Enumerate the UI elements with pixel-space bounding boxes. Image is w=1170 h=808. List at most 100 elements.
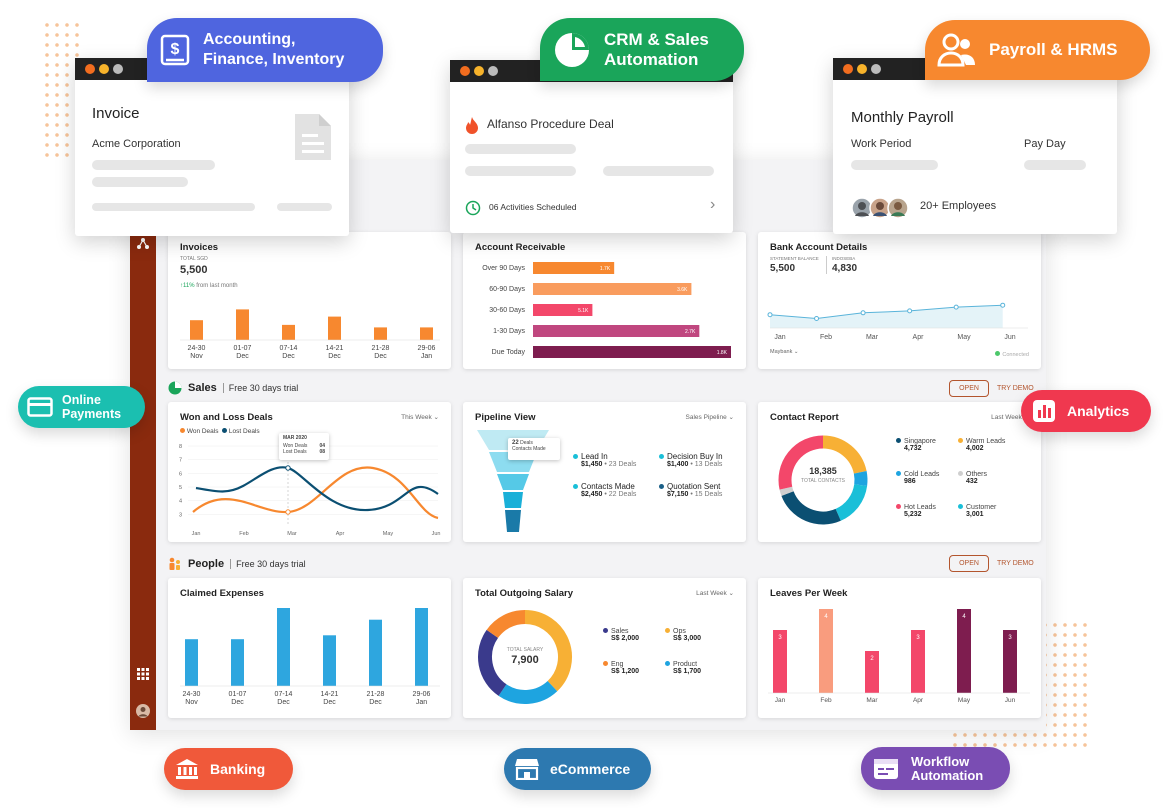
user-avatar[interactable]	[130, 704, 156, 721]
pipeline-item[interactable]: Lead In $1,450 • 23 Deals	[573, 452, 636, 468]
x-tick-label: Nov	[190, 353, 203, 360]
legend-dot-icon	[896, 438, 901, 443]
x-tick-label: Mar	[287, 531, 297, 537]
legend-label: Singapore	[904, 438, 936, 445]
banking-module-badge[interactable]: Banking	[164, 748, 293, 790]
won-deals-line	[192, 466, 439, 520]
bank-dropdown[interactable]: Maybank ⌄	[770, 349, 798, 355]
data-point	[860, 310, 866, 316]
donut-segment	[486, 610, 526, 639]
filter-label: This Week	[401, 414, 432, 421]
legend-label: Product	[673, 661, 698, 668]
payroll-module-badge[interactable]: Payroll & HRMS	[925, 20, 1150, 80]
data-point	[907, 308, 913, 314]
app-sidebar	[130, 232, 156, 730]
window-dot-icon	[857, 64, 867, 74]
row-label: 30-60 Days	[489, 307, 525, 314]
placeholder-line	[465, 166, 576, 176]
document-icon	[295, 114, 331, 160]
invoice-window[interactable]: Invoice Acme Corporation	[75, 58, 349, 236]
window-dot-icon	[113, 64, 123, 74]
tooltip-date: MAR 2020	[283, 435, 307, 441]
payroll-window[interactable]: Monthly Payroll Work Period Pay Day 20+ …	[833, 58, 1117, 234]
accounting-module-badge[interactable]: $ Accounting, Finance, Inventory	[147, 18, 383, 82]
funnel-tooltip-unit: Deals	[520, 440, 533, 446]
stage-amount: $2,450	[581, 491, 603, 498]
pipeline-item[interactable]: Quotation Sent $7,150 • 15 Deals	[659, 482, 722, 498]
bar	[231, 639, 244, 686]
legend-lost-dot-icon	[222, 428, 228, 433]
sales-open-button[interactable]: OPEN	[949, 380, 989, 397]
module-label: Payroll & HRMS	[989, 40, 1118, 59]
people-icon	[925, 20, 989, 80]
legend-dot-icon	[665, 661, 670, 666]
placeholder-line	[1024, 160, 1086, 170]
filter-dropdown[interactable]: Sales Pipeline ⌄	[686, 413, 734, 421]
legend-value: S$ 1,700	[673, 668, 702, 675]
apps-grid-icon[interactable]	[130, 668, 156, 683]
status-dot-icon	[573, 454, 578, 459]
filter-dropdown[interactable]: This Week ⌄	[401, 413, 439, 421]
legend-dot-icon	[958, 438, 963, 443]
pipeline-item[interactable]: Decision Buy In $1,400 • 13 Deals	[659, 452, 723, 468]
legend-won: Won Deals	[186, 428, 219, 435]
x-tick-label: 24-30	[183, 691, 201, 698]
pipeline-item[interactable]: Contacts Made $2,450 • 22 Deals	[573, 482, 636, 498]
statement-label: STATEMENT BALANCE	[770, 256, 819, 261]
network-icon[interactable]	[130, 236, 156, 253]
status-dot-icon	[659, 454, 664, 459]
divider	[826, 256, 827, 274]
legend-item: Sales S$ 2,000	[603, 628, 639, 642]
people-open-button[interactable]: OPEN	[949, 555, 989, 572]
stage-deals: • 23 Deals	[604, 461, 637, 468]
bar-value: 2	[870, 656, 874, 662]
bar-value: 5.1K	[578, 308, 589, 314]
x-tick-label: Feb	[820, 697, 832, 704]
y-tick-label: 7	[179, 458, 182, 464]
ecommerce-module-badge[interactable]: eCommerce	[504, 748, 651, 790]
bar	[277, 608, 290, 686]
indoseba-label: INDOSEBA	[832, 256, 856, 261]
won-loss-card: Won and Loss Deals This Week ⌄ Won Deals…	[168, 402, 451, 542]
legend-item: Cold Leads 986	[896, 471, 939, 485]
x-tick-label: May	[958, 697, 971, 704]
bar	[323, 635, 336, 686]
workflow-module-badge[interactable]: Workflow Automation	[861, 747, 1010, 790]
data-point	[953, 304, 959, 310]
deal-window[interactable]: Alfanso Procedure Deal 06 Activities Sch…	[450, 60, 733, 233]
status-dot-icon	[573, 484, 578, 489]
filter-dropdown[interactable]: Last Week ⌄	[696, 589, 734, 597]
funnel-tooltip-count: 22	[512, 440, 519, 446]
bar	[533, 325, 700, 337]
bank-dropdown-label: Maybank	[770, 349, 793, 355]
pie-chart-icon	[540, 18, 604, 81]
won-loss-line-chart: 8 7 6 5 4 3 Jan Feb Mar Apr May Jun	[179, 444, 441, 537]
donut-segment	[524, 610, 572, 692]
bar	[533, 304, 593, 316]
x-tick-label: 14-21	[326, 345, 344, 352]
chevron-right-icon[interactable]: ›	[710, 196, 716, 213]
bar	[282, 324, 295, 340]
people-try-demo-link[interactable]: TRY DEMO	[997, 560, 1034, 567]
x-tick-label: 14-21	[321, 691, 339, 698]
x-tick-label: Dec	[277, 699, 290, 706]
funnel-tooltip: 22 Deals Contacts Made	[508, 438, 560, 460]
x-tick-label: Dec	[231, 699, 244, 706]
filter-label: Sales Pipeline	[685, 414, 727, 421]
donut-segment	[822, 435, 867, 474]
card-title: Total Outgoing Salary	[475, 588, 573, 599]
donut-segment	[835, 483, 868, 521]
card-title: Won and Loss Deals	[180, 412, 273, 423]
account-receivable-card: Account Receivable Over 90 Days 1.7K 60-90…	[463, 232, 746, 369]
y-tick-label: 4	[179, 499, 182, 505]
data-point	[285, 465, 291, 471]
module-label: Online Payments	[62, 393, 122, 421]
donut-segment	[779, 486, 794, 496]
crm-module-badge[interactable]: CRM & Sales Automation	[540, 18, 744, 81]
bar	[190, 320, 203, 340]
sales-try-demo-link[interactable]: TRY DEMO	[997, 385, 1034, 392]
analytics-module-badge[interactable]: Analytics	[1021, 390, 1151, 432]
online-payments-module-badge[interactable]: Online Payments	[18, 386, 145, 428]
bar	[533, 262, 615, 274]
pie-chart-icon	[168, 381, 182, 395]
